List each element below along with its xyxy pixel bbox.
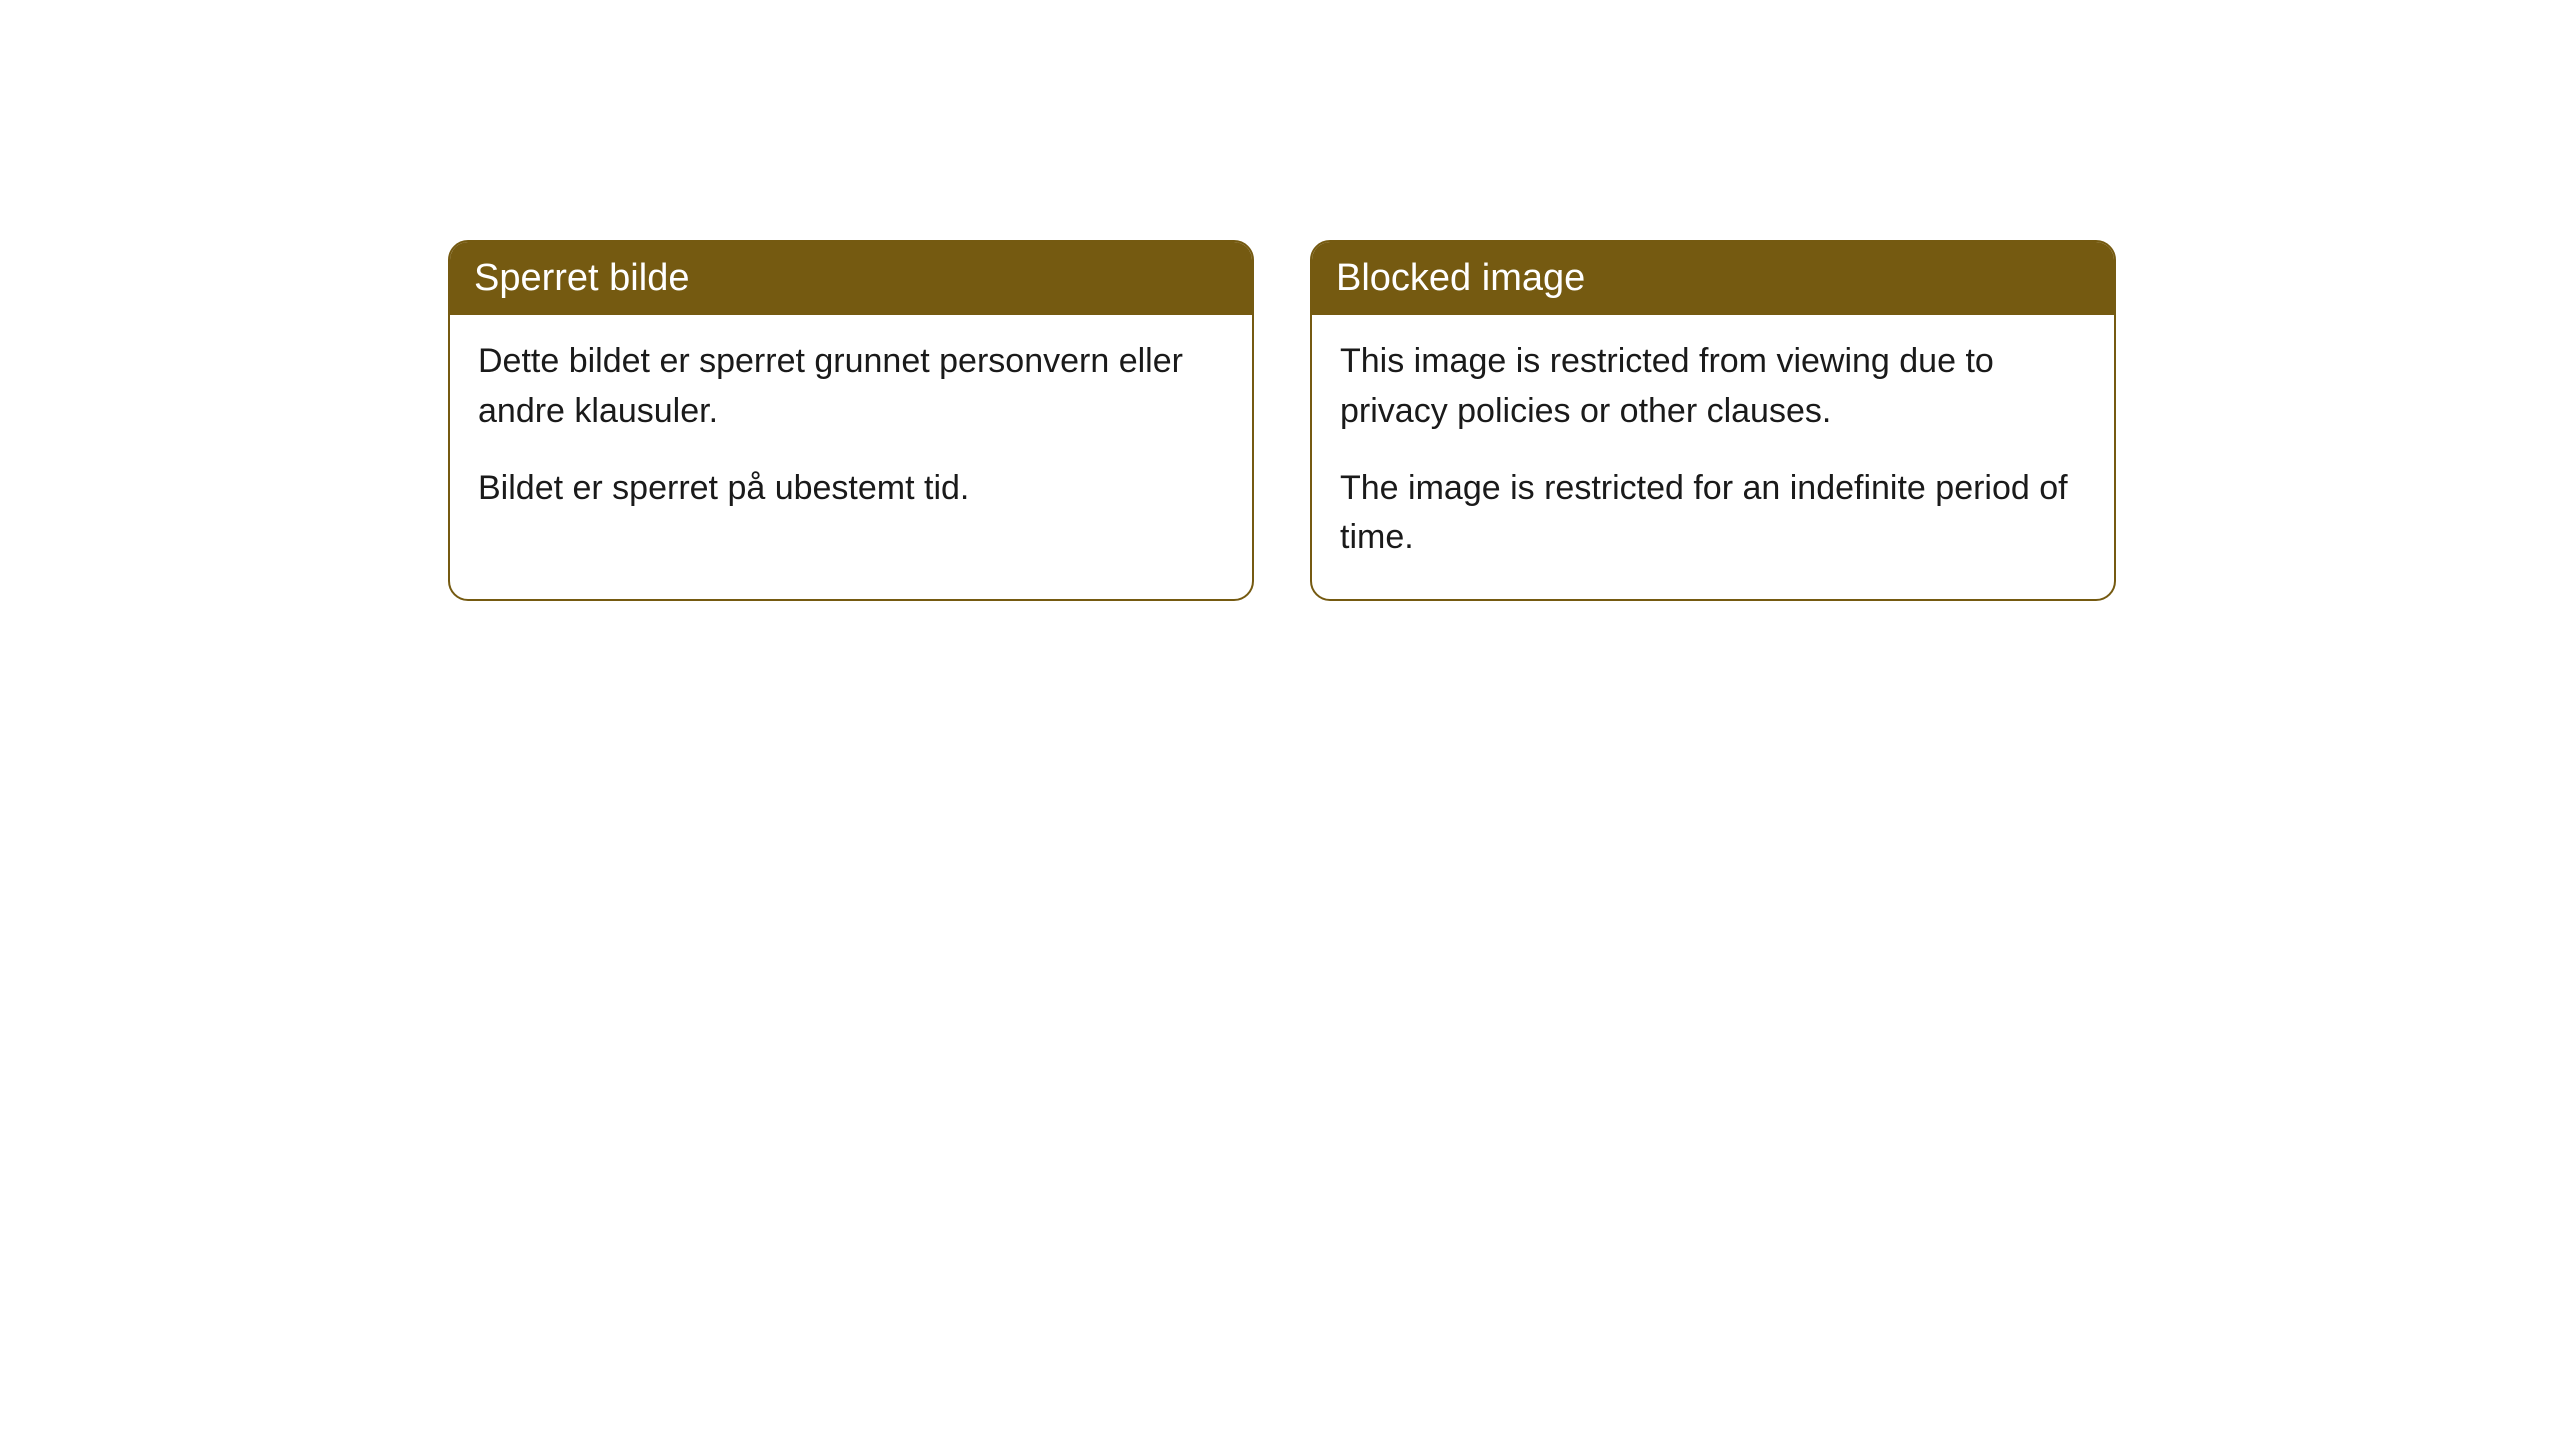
card-header: Blocked image	[1312, 242, 2114, 315]
card-paragraph-2: The image is restricted for an indefinit…	[1340, 464, 2086, 563]
card-paragraph-2: Bildet er sperret på ubestemt tid.	[478, 464, 1224, 513]
card-paragraph-1: Dette bildet er sperret grunnet personve…	[478, 337, 1224, 436]
card-body: Dette bildet er sperret grunnet personve…	[450, 315, 1252, 549]
card-header: Sperret bilde	[450, 242, 1252, 315]
notice-cards-container: Sperret bilde Dette bildet er sperret gr…	[448, 240, 2116, 601]
notice-card-norwegian: Sperret bilde Dette bildet er sperret gr…	[448, 240, 1254, 601]
card-title: Blocked image	[1336, 257, 1585, 299]
card-paragraph-1: This image is restricted from viewing du…	[1340, 337, 2086, 436]
notice-card-english: Blocked image This image is restricted f…	[1310, 240, 2116, 601]
card-body: This image is restricted from viewing du…	[1312, 315, 2114, 598]
card-title: Sperret bilde	[474, 257, 689, 299]
